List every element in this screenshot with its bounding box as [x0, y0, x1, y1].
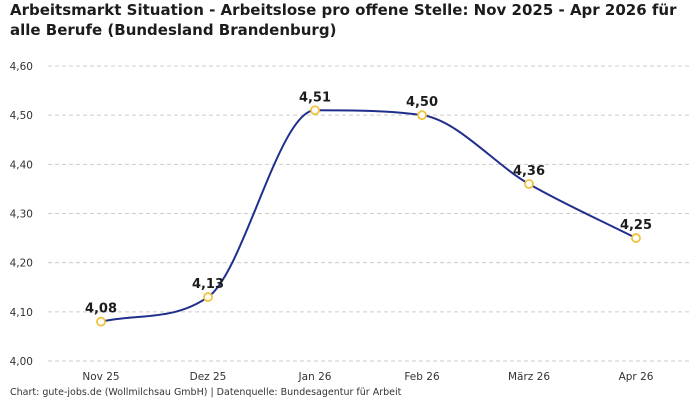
data-points	[96, 105, 641, 327]
chart-title: Arbeitsmarkt Situation - Arbeitslose pro…	[10, 1, 677, 39]
data-label: 4,51	[299, 90, 331, 105]
y-tick-label: 4,50	[10, 110, 33, 122]
data-label: 4,08	[85, 302, 117, 317]
y-tick-label: 4,20	[10, 258, 33, 270]
y-tick-label: 4,60	[10, 61, 33, 73]
data-labels: 4,08 4,13 4,51 4,50 4,36 4,25	[85, 90, 652, 316]
x-tick-label: Apr 26	[619, 371, 654, 383]
data-point	[310, 105, 320, 116]
series-line	[100, 109, 637, 323]
data-point	[203, 292, 213, 302]
x-tick-label: März 26	[508, 371, 550, 383]
y-axis-ticks: 4,00 4,10 4,20 4,30 4,40 4,50 4,60	[10, 61, 33, 368]
data-point	[96, 316, 106, 327]
data-point	[417, 110, 427, 121]
x-tick-label: Nov 25	[82, 371, 119, 383]
y-tick-label: 4,00	[10, 356, 33, 368]
x-tick-label: Dez 25	[190, 371, 227, 383]
data-label: 4,36	[513, 164, 545, 179]
data-point	[631, 233, 641, 243]
data-point	[524, 179, 534, 189]
y-tick-label: 4,10	[10, 307, 33, 319]
source-footer: Chart: gute-jobs.de (Wollmilchsau GmbH) …	[10, 387, 402, 398]
y-tick-label: 4,30	[10, 209, 33, 221]
y-tick-label: 4,40	[10, 159, 33, 171]
x-tick-label: Feb 26	[404, 371, 440, 383]
data-label: 4,13	[192, 277, 224, 292]
data-label: 4,25	[620, 218, 652, 233]
x-tick-label: Jan 26	[298, 371, 332, 383]
data-label: 4,50	[406, 95, 438, 110]
gridlines	[48, 65, 690, 362]
x-axis-ticks: Nov 25 Dez 25 Jan 26 Feb 26 März 26 Apr 26	[82, 371, 653, 383]
